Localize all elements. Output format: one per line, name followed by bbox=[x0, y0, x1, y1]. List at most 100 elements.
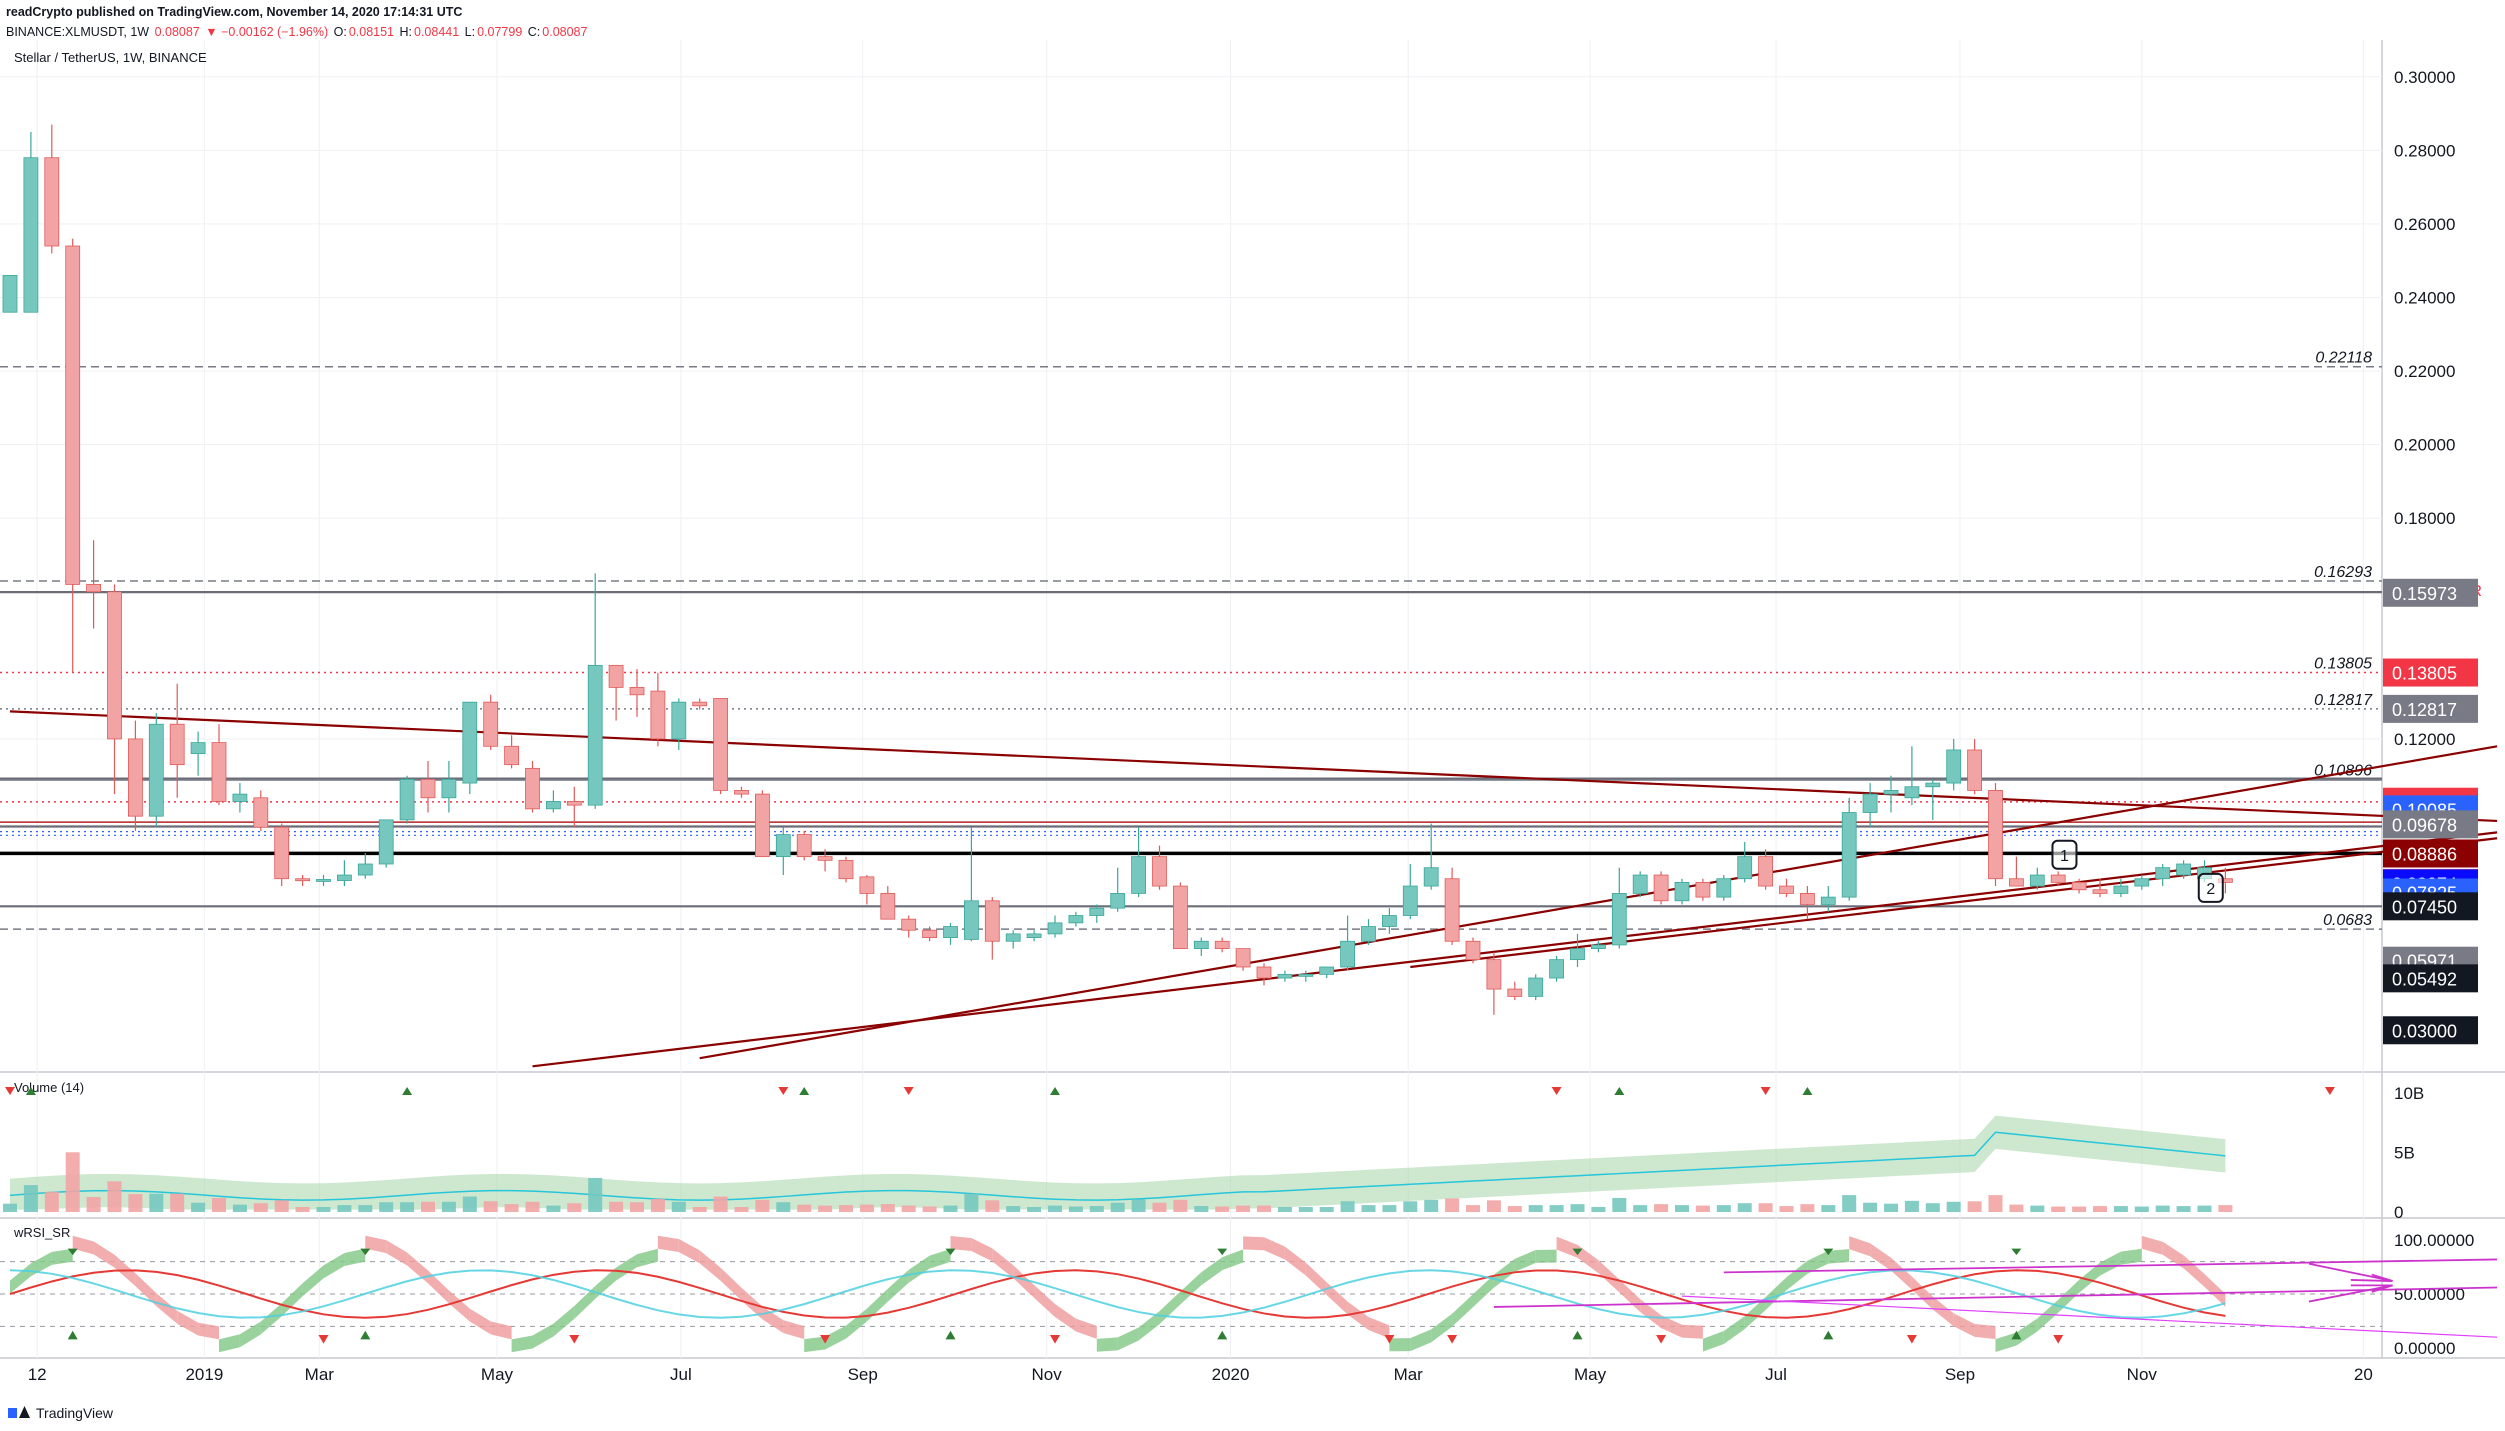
candle-body bbox=[65, 245, 81, 585]
candle-body bbox=[2113, 885, 2129, 894]
rsi-ribbon-segment bbox=[2100, 1251, 2121, 1276]
rsi-ribbon-segment bbox=[1682, 1324, 1703, 1339]
rsi-ribbon-segment bbox=[1180, 1272, 1202, 1305]
volume-bar bbox=[1988, 1195, 2003, 1212]
rsi-ribbon-segment bbox=[198, 1322, 219, 1340]
volume-bar bbox=[232, 1204, 247, 1212]
rsi-ribbon-segment bbox=[1807, 1250, 1829, 1274]
candle-body bbox=[796, 834, 812, 858]
volume-bar bbox=[1173, 1199, 1188, 1212]
volume-bar bbox=[1257, 1205, 1271, 1212]
rsi-ribbon-segment bbox=[260, 1303, 282, 1335]
candle-body bbox=[316, 879, 331, 882]
candle-body bbox=[1737, 856, 1753, 880]
candle-body bbox=[1256, 966, 1272, 979]
chart-header: readCrypto published on TradingView.com,… bbox=[6, 2, 589, 42]
signal-marker bbox=[67, 1248, 78, 1256]
rsi-ribbon-segment bbox=[1640, 1299, 1662, 1329]
volume-bar bbox=[2155, 1205, 2170, 1212]
candle-body bbox=[1883, 790, 1899, 795]
high-value: 0.08441 bbox=[413, 25, 460, 39]
volume-bar bbox=[400, 1202, 415, 1212]
candle-body bbox=[1402, 885, 1418, 916]
candle-body bbox=[127, 738, 143, 817]
level-label: 0.16293 bbox=[2314, 564, 2372, 581]
price-axis-tag-label: 0.03000 bbox=[2392, 1021, 2457, 1041]
price-tick-label: 0.28000 bbox=[2394, 141, 2455, 160]
candle-body bbox=[525, 767, 540, 810]
buy-signal-marker bbox=[67, 1330, 78, 1340]
volume-bar bbox=[1821, 1205, 1836, 1212]
volume-bar bbox=[1800, 1204, 1815, 1212]
volume-signal-up bbox=[1614, 1087, 1625, 1095]
volume-signal-up bbox=[799, 1087, 810, 1095]
candle-body bbox=[1862, 793, 1878, 813]
time-tick-label: 12 bbox=[28, 1365, 47, 1384]
rsi-ribbon-segment bbox=[93, 1241, 115, 1268]
tradingview-logo[interactable]: TradingView bbox=[8, 1405, 113, 1421]
price-axis-tag-label: 0.09678 bbox=[2392, 815, 2457, 835]
time-tick-label: Mar bbox=[1394, 1365, 1424, 1384]
purple-trend-line bbox=[1723, 1258, 2498, 1274]
rsi-title: wRSI_SR bbox=[13, 1225, 70, 1240]
price-axis-tag bbox=[2383, 658, 2478, 687]
candle-body bbox=[2071, 881, 2087, 891]
price-tick-label: 0.20000 bbox=[2394, 436, 2455, 455]
rsi-ribbon-segment bbox=[1452, 1294, 1473, 1327]
rsi-ribbon-segment bbox=[1222, 1249, 1244, 1271]
sell-signal-marker bbox=[318, 1335, 329, 1344]
volume-bar bbox=[1758, 1203, 1773, 1212]
time-tick-label: May bbox=[1574, 1365, 1607, 1384]
candle-body bbox=[1152, 856, 1167, 887]
candle-body bbox=[859, 876, 875, 894]
candle-body bbox=[1444, 878, 1460, 942]
volume-bar bbox=[253, 1203, 268, 1212]
volume-signal-up bbox=[1050, 1087, 1060, 1095]
candle-body bbox=[734, 790, 749, 795]
time-tick-label: 2019 bbox=[185, 1365, 223, 1384]
price-change: ▼ −0.00162 (−1.96%) bbox=[205, 25, 329, 39]
candle-body bbox=[629, 687, 645, 696]
volume-signal-down bbox=[1551, 1087, 1562, 1095]
price-tick-label: 0.12000 bbox=[2394, 730, 2455, 749]
candle-body bbox=[1110, 893, 1126, 909]
rsi-ribbon-segment bbox=[490, 1321, 512, 1340]
candle-body bbox=[1841, 812, 1857, 898]
volume-bar bbox=[1884, 1203, 1898, 1212]
volume-bar bbox=[839, 1205, 853, 1212]
volume-signal-down bbox=[903, 1087, 914, 1095]
candle-body bbox=[1235, 948, 1251, 968]
volume-bar bbox=[1654, 1204, 1669, 1212]
rsi-ribbon-segment bbox=[386, 1240, 408, 1266]
volume-bar bbox=[128, 1194, 143, 1212]
candle-body bbox=[1758, 856, 1773, 887]
candle-body bbox=[566, 801, 582, 806]
candle-body bbox=[1382, 915, 1397, 927]
rsi-ribbon-segment bbox=[1744, 1296, 1766, 1330]
rsi-ribbon-segment bbox=[156, 1293, 178, 1324]
volume-bar bbox=[504, 1204, 519, 1212]
candle-body bbox=[922, 929, 937, 938]
candle-body bbox=[1047, 922, 1063, 935]
price-axis-tag bbox=[2383, 810, 2478, 839]
volume-bar bbox=[525, 1201, 540, 1212]
rsi-ribbon-segment bbox=[804, 1336, 826, 1353]
volume-bar bbox=[191, 1202, 206, 1212]
volume-bar bbox=[274, 1200, 289, 1212]
rsi-ribbon-segment bbox=[72, 1235, 94, 1255]
level-label: 0.0683 bbox=[2323, 912, 2372, 929]
rsi-ribbon-segment bbox=[448, 1290, 470, 1322]
ohlc-line: BINANCE:XLMUSDT, 1W 0.08087 ▼ −0.00162 (… bbox=[6, 22, 589, 42]
candle-body bbox=[1173, 885, 1188, 950]
price-tick-label: 0.24000 bbox=[2394, 289, 2455, 308]
candle-body bbox=[546, 801, 561, 810]
rsi-ribbon-segment bbox=[929, 1248, 951, 1269]
sell-signal-marker bbox=[1050, 1335, 1060, 1344]
signal-marker bbox=[360, 1248, 371, 1256]
purple-arrow bbox=[2308, 1262, 2393, 1282]
last-price: 0.08087 bbox=[154, 25, 200, 39]
volume-bar bbox=[901, 1205, 916, 1212]
candle-body bbox=[2176, 863, 2192, 876]
time-tick-label: Mar bbox=[305, 1365, 335, 1384]
